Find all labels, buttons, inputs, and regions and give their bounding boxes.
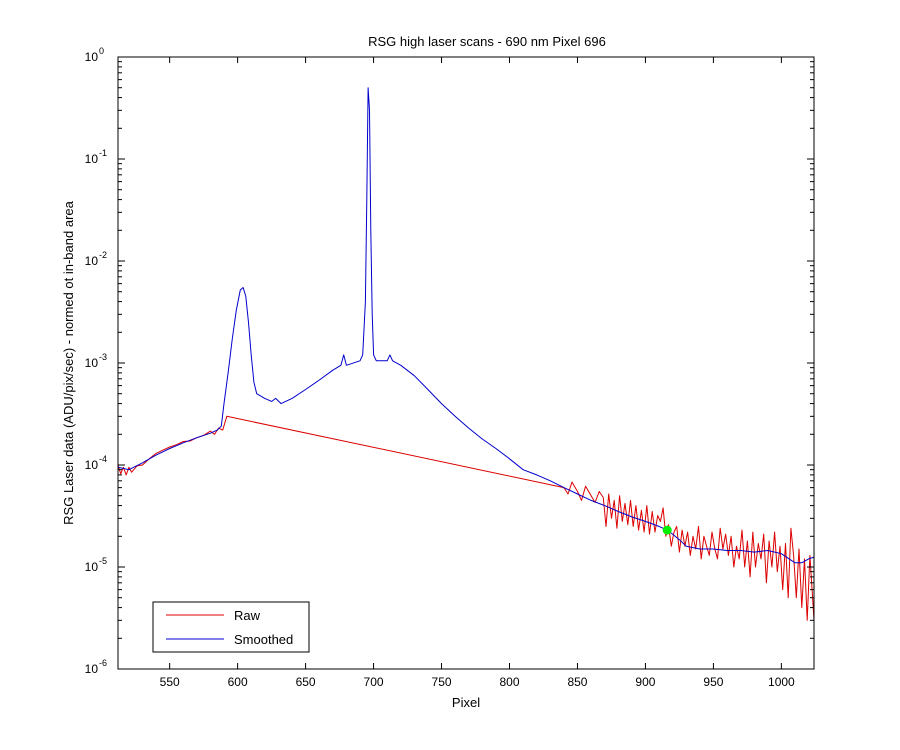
legend-box	[152, 601, 310, 653]
y-tick-exponent: 0	[99, 46, 104, 56]
x-axis-label: Pixel	[452, 695, 480, 710]
y-tick-label: 10	[85, 458, 99, 472]
x-tick-label: 800	[499, 675, 519, 689]
x-tick-label: 650	[296, 675, 316, 689]
x-axis-ticks: 550 600 650 700 750 800 850 900 950 1000	[160, 57, 795, 689]
y-tick-exponent: -4	[99, 454, 107, 464]
y-tick-label: 10	[85, 254, 99, 268]
series-layer	[117, 87, 815, 621]
y-tick-label: 10	[85, 356, 99, 370]
y-axis-label: RSG Laser data (ADU/pix/sec) - normed ot…	[61, 200, 76, 524]
x-tick-label: 850	[567, 675, 587, 689]
y-tick-label: 10	[85, 560, 99, 574]
x-tick-label: 950	[703, 675, 723, 689]
x-tick-label: 750	[432, 675, 452, 689]
marker-point	[662, 525, 672, 535]
y-tick-exponent: -3	[99, 352, 107, 362]
x-tick-label: 600	[228, 675, 248, 689]
plot-area-background	[118, 57, 814, 669]
x-tick-label: 1000	[768, 675, 795, 689]
y-tick-exponent: -1	[99, 148, 107, 158]
y-tick-label: 10	[85, 152, 99, 166]
y-tick-label: 10	[85, 662, 99, 676]
y-tick-exponent: -2	[99, 250, 107, 260]
legend-label-smoothed: Smoothed	[234, 632, 293, 647]
y-tick-label: 10	[85, 50, 99, 64]
legend: Raw Smoothed	[152, 601, 310, 653]
x-tick-label: 900	[635, 675, 655, 689]
y-tick-exponent: -6	[99, 658, 107, 668]
x-tick-label: 550	[160, 675, 180, 689]
legend-label-raw: Raw	[234, 608, 261, 623]
plot-area: 550 600 650 700 750 800 850 900 950 1000 10-610-5…	[85, 46, 815, 689]
x-tick-label: 700	[364, 675, 384, 689]
y-tick-exponent: -5	[99, 556, 107, 566]
chart-title: RSG high laser scans - 690 nm Pixel 696	[368, 34, 606, 49]
